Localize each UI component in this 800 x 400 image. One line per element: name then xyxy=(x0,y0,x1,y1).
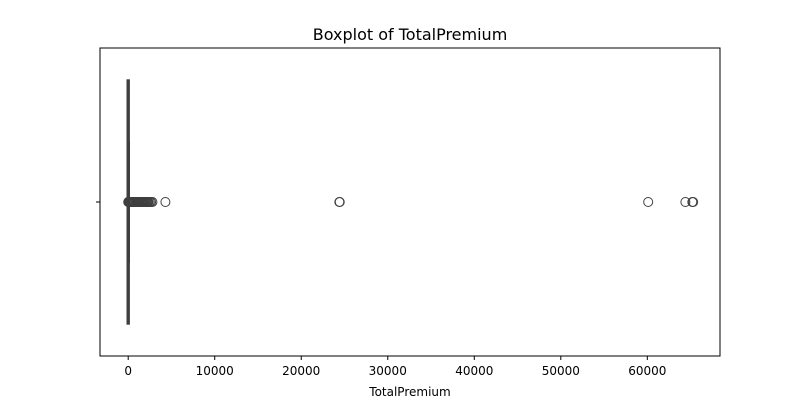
outlier-point xyxy=(160,197,171,207)
outlier-point xyxy=(643,197,654,207)
x-tick-label: 0 xyxy=(124,364,132,378)
outliers xyxy=(123,197,699,207)
outlier-point xyxy=(147,197,158,207)
plot-frame xyxy=(99,47,721,357)
x-tick-label: 30000 xyxy=(369,364,407,378)
x-tick-label: 10000 xyxy=(196,364,234,378)
x-tick-label: 50000 xyxy=(542,364,580,378)
x-tick-label: 40000 xyxy=(455,364,493,378)
x-tick-label: 60000 xyxy=(628,364,666,378)
x-axis-label: TotalPremium xyxy=(368,385,450,399)
chart-title: Boxplot of TotalPremium xyxy=(313,25,508,44)
outlier-point xyxy=(680,197,691,207)
x-tick-label: 20000 xyxy=(282,364,320,378)
outlier-point xyxy=(688,197,699,207)
x-axis: 0 10000 20000 30000 40000 50000 60000 xyxy=(124,356,666,378)
outlier-point xyxy=(334,197,345,207)
